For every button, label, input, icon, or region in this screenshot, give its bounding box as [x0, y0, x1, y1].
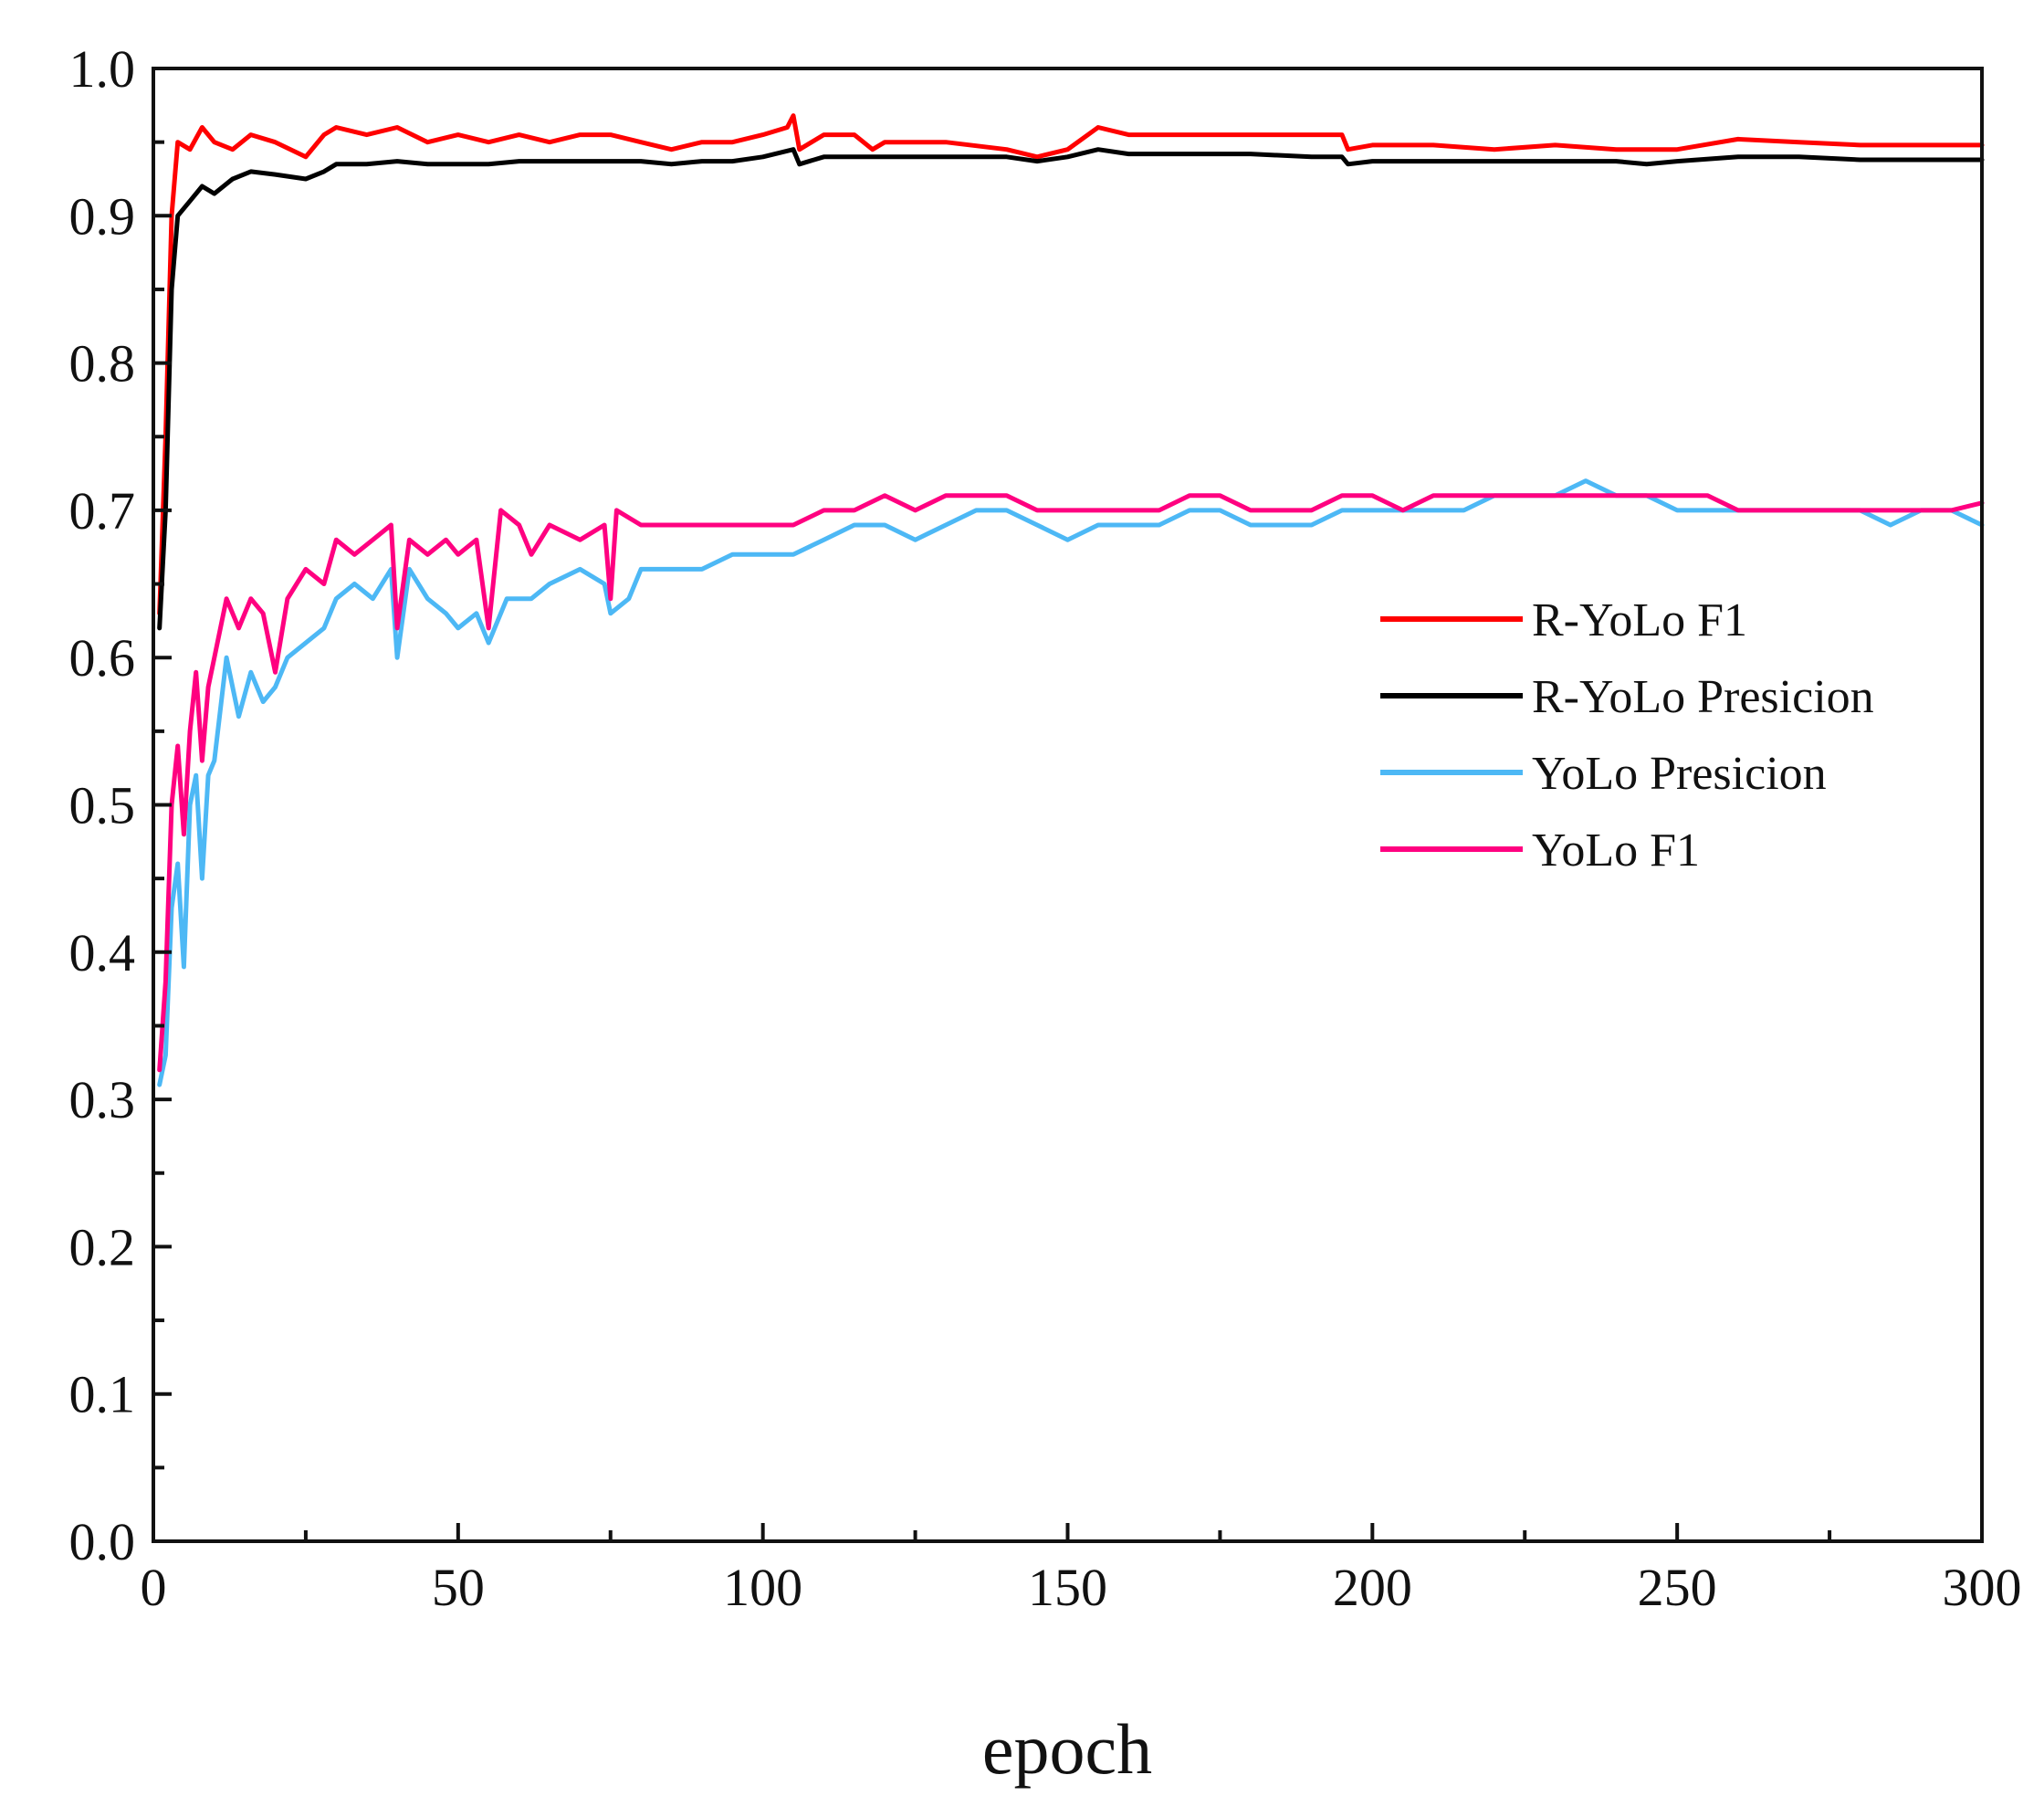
y-tick-label: 0.7 — [69, 481, 136, 541]
x-axis-title: epoch — [982, 1709, 1152, 1789]
legend-label-1: R-YoLo Presicion — [1532, 671, 1874, 723]
y-tick-label: 0.2 — [69, 1217, 136, 1276]
series-line-1 — [157, 147, 1985, 631]
x-tick-label: 200 — [1333, 1558, 1412, 1617]
x-tick-label: 250 — [1638, 1558, 1717, 1617]
y-tick-label: 0.4 — [69, 923, 136, 982]
legend-label-2: YoLo Presicion — [1532, 748, 1827, 800]
axis-tick-labels: 0.0 0.1 0.2 0.3 0.4 0.5 0.6 0.7 0.8 0.9 1.0 0 50 100 1… — [69, 39, 2022, 1617]
series-line-2 — [157, 478, 1985, 1087]
y-tick-label: 1.0 — [69, 39, 136, 99]
x-tick-label: 300 — [1943, 1558, 2022, 1617]
y-tick-label: 0.9 — [69, 186, 136, 246]
legend-label-3: YoLo F1 — [1532, 824, 1700, 877]
series-line-3 — [157, 493, 1985, 1073]
plot-lines — [157, 113, 1985, 1087]
x-tick-label: 150 — [1028, 1558, 1107, 1617]
y-tick-label: 0.1 — [69, 1365, 136, 1424]
y-tick-label: 0.3 — [69, 1070, 136, 1129]
legend-label-0: R-YoLo F1 — [1532, 594, 1747, 646]
y-tick-label: 0.6 — [69, 628, 136, 688]
plot-frame — [152, 67, 1984, 1543]
x-tick-label: 0 — [141, 1558, 167, 1617]
y-tick-label: 0.0 — [69, 1512, 136, 1571]
series-line-0 — [157, 113, 1985, 616]
legend: R-YoLo F1 R-YoLo Presicion YoLo Presicion Y… — [1380, 594, 1874, 877]
axis-ticks — [152, 67, 1984, 1543]
y-tick-label: 0.5 — [69, 776, 136, 835]
y-tick-label: 0.8 — [69, 334, 136, 394]
x-tick-label: 100 — [723, 1558, 802, 1617]
x-tick-label: 50 — [432, 1558, 485, 1617]
